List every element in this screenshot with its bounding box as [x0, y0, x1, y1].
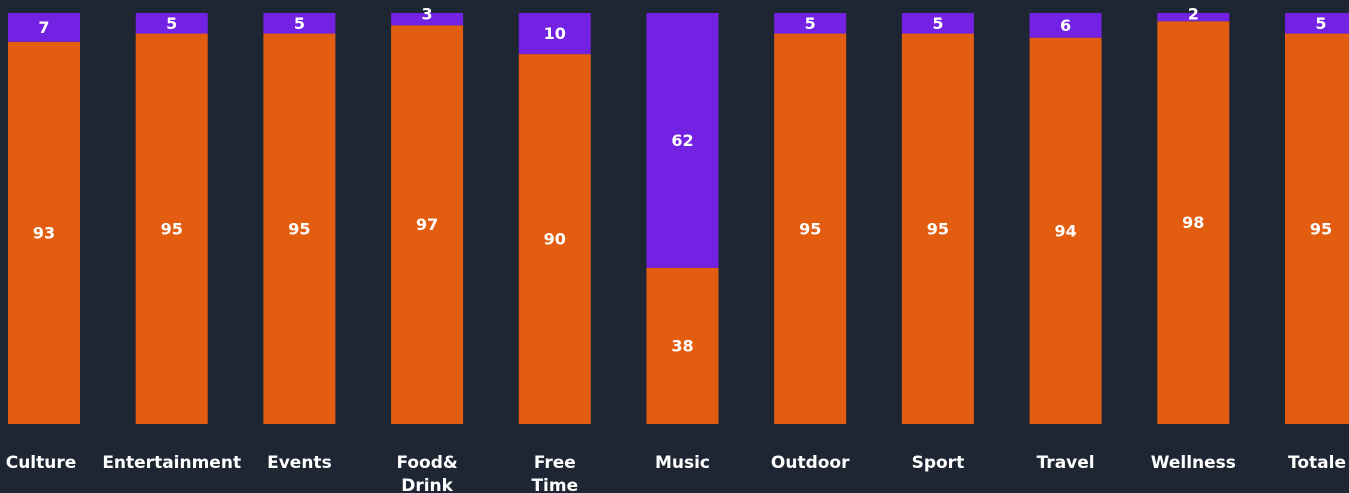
data-label-2-10: 5 [1315, 14, 1326, 33]
data-label-2-5: 62 [671, 131, 693, 150]
data-label-2-7: 5 [932, 14, 943, 33]
bar-segment-2-3 [391, 13, 464, 26]
bar-segment-2-9 [1157, 13, 1230, 22]
bar-segment-2-0 [8, 13, 80, 42]
data-label-2-8: 6 [1060, 16, 1071, 35]
bar-segment-1-8 [1029, 37, 1102, 424]
data-label-2-9: 2 [1188, 5, 1199, 24]
x-tick-label: Wellness [1151, 453, 1236, 473]
bar-segment-1-5 [646, 267, 719, 424]
bar-segment-2-8 [1029, 13, 1102, 38]
data-label-1-2: 95 [288, 219, 310, 238]
bar-segment-2-2 [263, 13, 336, 34]
data-label-2-3: 3 [422, 5, 433, 24]
data-label-1-6: 95 [799, 219, 821, 238]
bar-segment-1-1 [135, 33, 208, 425]
data-label-2-6: 5 [805, 14, 816, 33]
x-tick-label: Culture [6, 453, 77, 473]
bar-segment-2-7 [901, 13, 974, 34]
data-label-1-0: 93 [33, 223, 55, 242]
bar-segment-1-7 [901, 33, 974, 425]
x-tick-label: Entertainment [102, 453, 241, 473]
data-label-1-4: 90 [544, 230, 566, 249]
x-tick-label: Free Time [531, 453, 578, 493]
data-label-2-1: 5 [166, 14, 177, 33]
bar-segment-2-5 [646, 13, 719, 268]
x-tick-label: Events [267, 453, 332, 473]
x-tick-label: Music [655, 453, 710, 473]
bar-segment-1-3 [391, 25, 464, 425]
bar-segment-1-9 [1157, 21, 1230, 424]
bar-segment-1-4 [518, 54, 591, 424]
bar-segment-1-2 [263, 33, 336, 425]
x-tick-label: Outdoor [771, 453, 850, 473]
bar-segment-2-4 [518, 13, 591, 55]
x-tick-label: Travel [1037, 453, 1095, 473]
data-label-1-10: 95 [1310, 219, 1332, 238]
bar-segment-1-10 [1285, 33, 1349, 425]
data-label-1-5: 38 [671, 336, 693, 355]
x-tick-label: Totale [1288, 453, 1346, 473]
data-label-2-2: 5 [294, 14, 305, 33]
data-label-1-1: 95 [161, 219, 183, 238]
bar-segment-2-6 [774, 13, 847, 34]
data-label-1-7: 95 [927, 219, 949, 238]
data-label-1-8: 94 [1054, 221, 1076, 240]
bar-segment-1-6 [774, 33, 847, 425]
data-label-2-4: 10 [544, 24, 566, 43]
bar-segment-2-1 [135, 13, 208, 34]
x-tick-label: Food& Drink [396, 453, 457, 493]
bar-segment-2-10 [1285, 13, 1349, 34]
bar-segment-1-0 [8, 41, 80, 425]
data-label-2-0: 7 [38, 18, 49, 37]
x-tick-label: Sport [912, 453, 965, 473]
data-label-1-9: 98 [1182, 213, 1204, 232]
data-label-1-3: 97 [416, 215, 438, 234]
